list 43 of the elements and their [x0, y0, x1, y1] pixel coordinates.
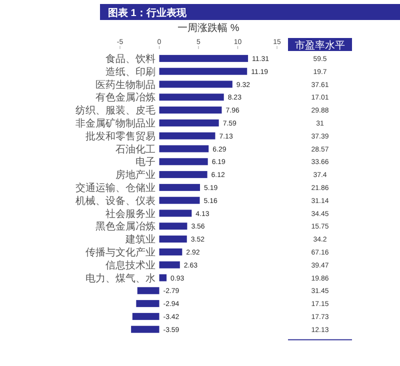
- chart-title: 图表 1：行业表现: [108, 7, 188, 19]
- y-tick-label: 交通运输、仓储业: [75, 182, 156, 194]
- y-tick-label: 电子: [135, 156, 156, 168]
- bar: [159, 248, 182, 256]
- bar: [131, 326, 160, 333]
- bar: [159, 158, 208, 166]
- bar: [159, 196, 200, 204]
- bar: [159, 261, 180, 268]
- y-tick-label: 机械、设备、仪表: [75, 194, 156, 207]
- y-tick-label: 造纸、印刷: [105, 66, 156, 78]
- bar: [136, 300, 160, 308]
- bar: [159, 132, 216, 140]
- y-tick-label: 信息技术业: [105, 259, 156, 272]
- bar: [159, 106, 222, 114]
- bar: [159, 94, 224, 101]
- bar: [159, 80, 232, 88]
- bar: [159, 119, 219, 126]
- bar: [159, 54, 248, 62]
- bar: [159, 210, 192, 217]
- bar: [159, 274, 167, 282]
- bar: [159, 236, 187, 243]
- bar: [159, 171, 208, 178]
- y-tick-label: 石油化工: [115, 143, 156, 156]
- bar: [132, 312, 160, 320]
- y-tick-label: 纺织、服装、皮毛: [75, 104, 156, 117]
- y-tick-label: 医药生物制品: [95, 78, 156, 91]
- y-tick-label: 黑色金属冶炼: [95, 220, 156, 233]
- bar: [159, 68, 248, 75]
- bar: [137, 287, 160, 294]
- bar: [159, 222, 188, 230]
- text: 市盈率水平: [295, 40, 345, 52]
- y-tick-label: 有色金属冶炼: [95, 92, 156, 104]
- y-tick-label: 社会服务业: [105, 208, 156, 220]
- bar: [159, 145, 209, 152]
- y-tick-label: 电力、煤气、水: [85, 272, 156, 284]
- y-tick-label: 房地产业: [115, 169, 156, 182]
- x-axis-title: 一周涨跌幅 %: [178, 22, 240, 34]
- bar: [159, 184, 200, 191]
- y-tick-label: 批发和零售贸易: [85, 130, 156, 142]
- y-tick-label: 传播与文化产业: [85, 246, 156, 258]
- y-tick-label: 建筑业: [124, 234, 156, 246]
- y-tick-label: 食品、饮料: [105, 52, 156, 65]
- y-tick-label: 非金属矿物制品业: [75, 117, 156, 130]
